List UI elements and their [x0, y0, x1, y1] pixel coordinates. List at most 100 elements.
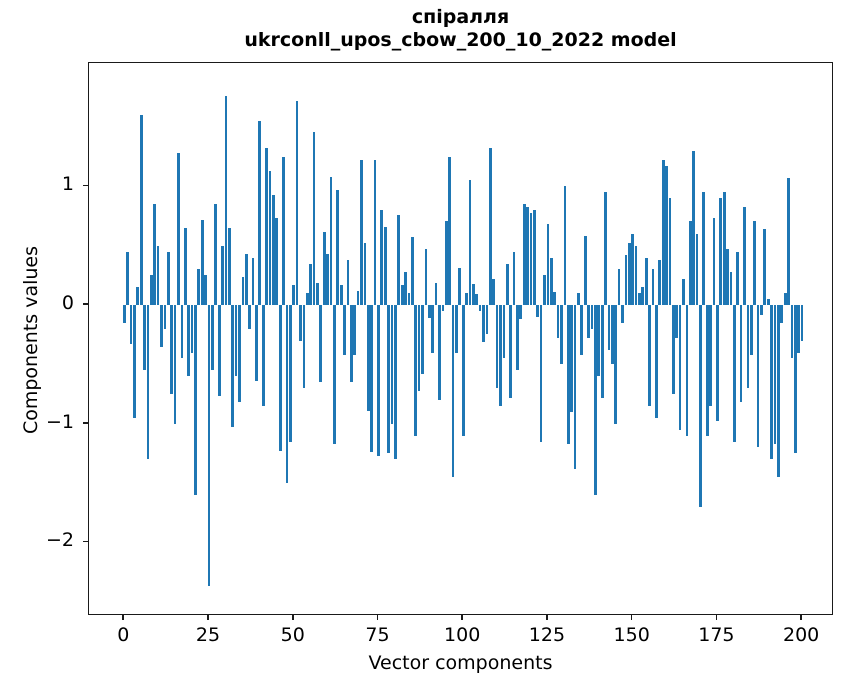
bar	[133, 305, 136, 418]
bar	[688, 220, 692, 306]
bar	[641, 287, 645, 306]
bar	[424, 249, 428, 306]
bar	[702, 192, 706, 306]
bar	[288, 305, 292, 442]
bar	[122, 305, 126, 323]
bar	[380, 210, 384, 306]
bar	[346, 259, 350, 306]
bar	[204, 275, 207, 306]
bar	[665, 166, 668, 306]
bar	[390, 305, 394, 424]
bar	[560, 305, 563, 365]
bar	[221, 245, 224, 306]
x-tick-mark	[715, 615, 718, 620]
bar	[207, 305, 211, 587]
bar	[502, 305, 506, 359]
bar	[753, 220, 757, 306]
x-tick-mark	[122, 615, 125, 620]
bar	[797, 305, 801, 353]
bar	[163, 305, 167, 329]
y-tick-label: 1	[61, 173, 74, 196]
bar	[478, 305, 482, 311]
bar	[394, 305, 397, 460]
x-tick-label: 75	[365, 624, 390, 646]
bar	[319, 305, 323, 383]
bar	[211, 305, 214, 371]
x-tick-label: 150	[613, 624, 650, 646]
bar	[475, 294, 479, 306]
bar	[794, 305, 797, 454]
chart-title: спіралля ukrconll_upos_cbow_200_10_2022 …	[88, 6, 833, 52]
x-tick-label: 100	[444, 624, 481, 646]
bar	[736, 251, 740, 306]
bar	[590, 305, 594, 329]
bar	[373, 160, 377, 306]
bar	[356, 290, 360, 306]
bar	[529, 212, 533, 306]
bar	[760, 305, 763, 315]
bar	[512, 251, 516, 306]
bar	[421, 305, 424, 374]
x-tick-mark	[630, 615, 633, 620]
bar	[787, 178, 790, 306]
bar	[383, 226, 387, 306]
bar	[272, 194, 275, 306]
bar	[472, 283, 475, 306]
bar	[153, 204, 157, 306]
bar	[339, 284, 343, 306]
bar	[563, 186, 567, 306]
bar	[285, 305, 289, 484]
bar	[597, 305, 601, 377]
bar	[238, 305, 241, 403]
bar	[448, 156, 451, 306]
bar	[773, 305, 777, 444]
bar	[624, 255, 628, 306]
bar	[444, 220, 448, 306]
bar	[170, 305, 174, 395]
bar	[261, 305, 265, 406]
bar	[678, 305, 682, 430]
bar	[190, 305, 194, 353]
bar	[482, 305, 485, 342]
bar	[248, 305, 251, 329]
bar	[139, 115, 143, 306]
bar	[183, 227, 187, 306]
bar	[614, 305, 618, 424]
bar	[438, 305, 441, 400]
bar	[455, 305, 458, 353]
bar	[227, 227, 231, 306]
bar	[224, 96, 228, 306]
bar	[485, 305, 489, 334]
bar	[566, 305, 570, 444]
bar	[543, 275, 546, 306]
bar	[549, 257, 553, 306]
bar	[465, 293, 468, 306]
bar	[234, 305, 238, 377]
bar	[414, 305, 418, 436]
bar	[343, 305, 346, 355]
bar	[790, 305, 794, 359]
bar	[441, 305, 445, 311]
bar	[621, 305, 624, 323]
bar	[387, 305, 390, 454]
bar	[366, 305, 370, 411]
bar	[763, 229, 767, 306]
bar	[644, 257, 648, 306]
bar	[241, 276, 245, 306]
bar	[509, 305, 512, 398]
bar	[631, 233, 634, 306]
bar	[732, 305, 736, 442]
bar	[522, 204, 526, 306]
bar	[295, 100, 299, 306]
bar	[638, 293, 641, 306]
bar	[587, 305, 590, 339]
bar	[322, 231, 326, 306]
bar	[675, 305, 679, 339]
chart-title-line1: спіралля	[411, 6, 510, 28]
bar	[580, 305, 584, 355]
bar	[716, 305, 719, 422]
y-tick-mark	[83, 184, 88, 187]
chart-title-line2: ukrconll_upos_cbow_200_10_2022 model	[244, 29, 677, 51]
bar	[743, 206, 746, 306]
bar	[519, 305, 523, 320]
